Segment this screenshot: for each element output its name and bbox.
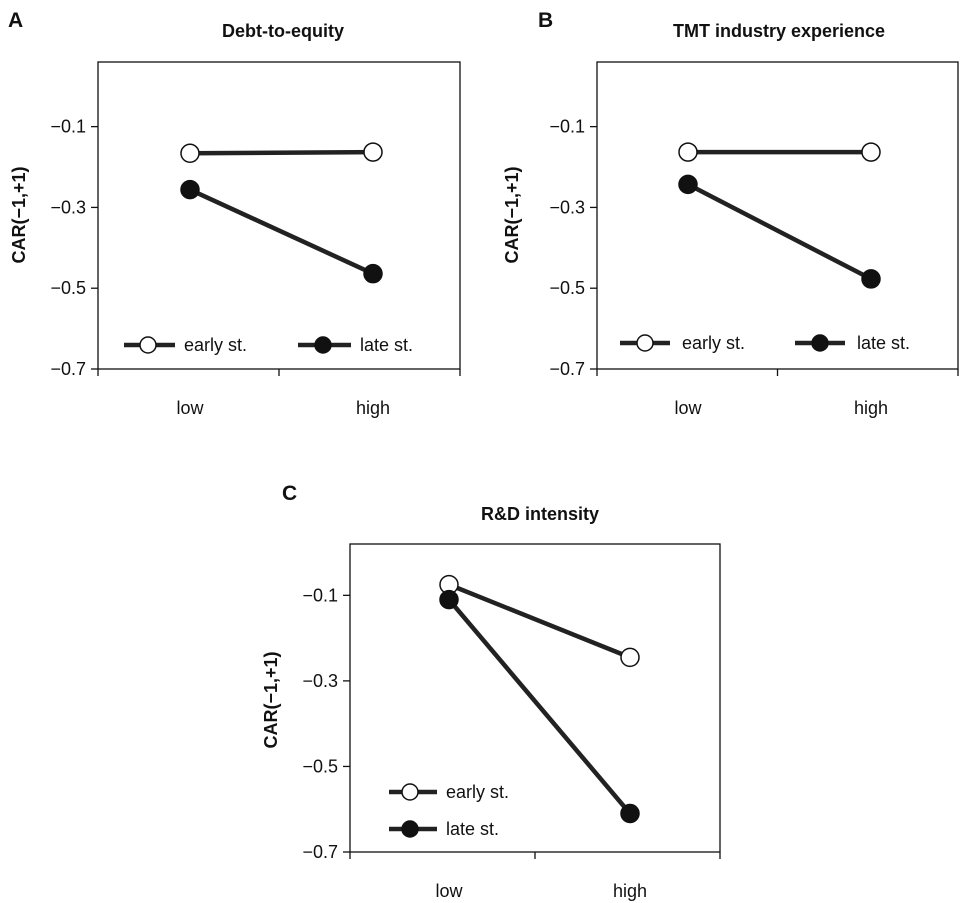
series-line-early — [189, 149, 374, 156]
y-tick-label: −0.3 — [302, 671, 338, 691]
chart-panel-c: C R&D intensity −0.1 −0.3 −0.5 −0.7 low high CAR… — [261, 482, 721, 901]
plot-frame — [596, 61, 959, 370]
x-tick-label: low — [176, 398, 204, 418]
y-tick-label: −0.7 — [549, 359, 585, 379]
data-point-early-low — [180, 143, 200, 164]
plot-frame — [97, 61, 461, 370]
legend-label: late st. — [360, 335, 413, 355]
chart-title: Debt-to-equity — [222, 21, 344, 41]
x-tick-label: high — [854, 398, 888, 418]
legend-swatch-marker — [314, 336, 332, 354]
x-tick-label: high — [613, 881, 647, 901]
y-tick-label: −0.1 — [302, 585, 338, 605]
data-point-late-low — [439, 589, 459, 610]
legend-label: early st. — [682, 333, 745, 353]
y-tick-label: −0.1 — [50, 117, 86, 137]
data-point-late-high — [363, 263, 383, 284]
panel-letter: B — [538, 9, 553, 32]
data-point-early-high — [620, 647, 640, 668]
y-axis-label: CAR(−1,+1) — [261, 651, 281, 748]
y-tick-label: −0.5 — [549, 278, 585, 298]
y-tick-label: −0.1 — [549, 117, 585, 137]
series-line-early — [448, 582, 631, 660]
y-tick-label: −0.3 — [50, 197, 86, 217]
data-point-early-low — [678, 142, 698, 162]
data-point-late-low — [678, 174, 698, 195]
chart-title: TMT industry experience — [673, 21, 885, 41]
y-tick-label: −0.5 — [302, 756, 338, 776]
series-line-late — [189, 187, 374, 276]
data-point-early-high — [861, 142, 881, 162]
legend-swatch-marker — [401, 783, 419, 801]
x-tick-label: low — [435, 881, 463, 901]
panel-letter: C — [282, 482, 297, 505]
legend-label: late st. — [446, 819, 499, 839]
legend-label: late st. — [857, 333, 910, 353]
data-point-late-high — [861, 269, 881, 289]
y-tick-label: −0.7 — [50, 359, 86, 379]
legend-swatch-marker — [636, 334, 654, 352]
y-tick-label: −0.7 — [302, 842, 338, 862]
legend-swatch-marker — [811, 334, 829, 352]
y-tick-label: −0.5 — [50, 278, 86, 298]
legend-label: early st. — [184, 335, 247, 355]
series-line-late — [447, 598, 632, 815]
legend-swatch-marker — [401, 820, 419, 838]
chart-panel-a: A Debt-to-equity −0.1 −0.3 −0.5 −0.7 low high CA… — [8, 9, 461, 418]
chart-title: R&D intensity — [481, 504, 599, 524]
series-line-late — [686, 182, 873, 281]
y-axis-label: CAR(−1,+1) — [9, 166, 29, 263]
data-point-late-low — [180, 179, 200, 200]
chart-panel-b: B TMT industry experience −0.1 −0.3 −0.5 −0.7… — [502, 9, 959, 418]
panel-letter: A — [8, 9, 23, 32]
y-axis-label: CAR(−1,+1) — [502, 166, 522, 263]
legend-swatch-marker — [139, 336, 157, 354]
y-tick-label: −0.3 — [549, 197, 585, 217]
legend-label: early st. — [446, 782, 509, 802]
data-point-late-high — [620, 803, 640, 824]
x-tick-label: high — [356, 398, 390, 418]
data-point-early-high — [363, 142, 383, 162]
x-tick-label: low — [674, 398, 702, 418]
